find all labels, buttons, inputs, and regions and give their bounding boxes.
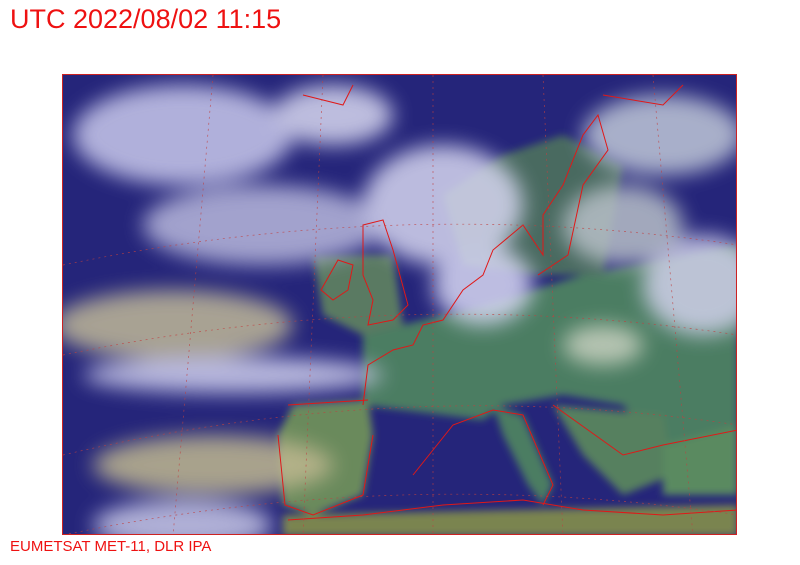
satellite-image xyxy=(63,75,736,534)
timestamp-title: UTC 2022/08/02 11:15 xyxy=(10,4,282,34)
clouds xyxy=(63,85,736,534)
satellite-map xyxy=(62,74,737,535)
graticule xyxy=(63,75,736,534)
image-credit: EUMETSAT MET-11, DLR IPA xyxy=(10,538,212,555)
